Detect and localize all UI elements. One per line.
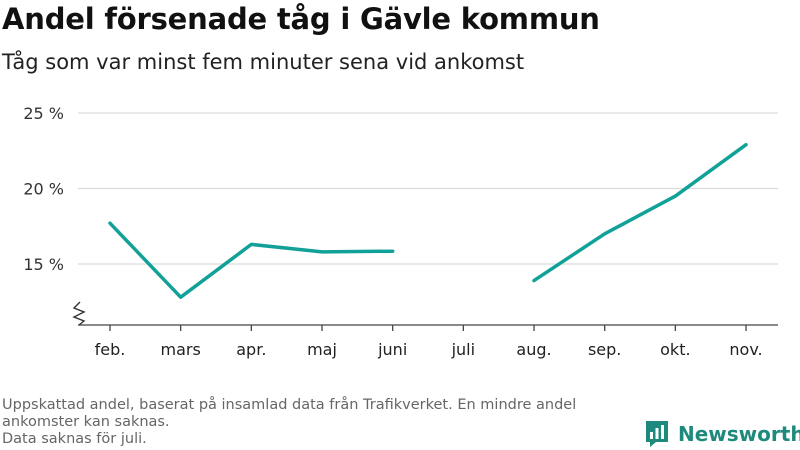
y-tick-labels: 15 % 20 % 25 % (23, 104, 64, 274)
newsworthy-logo-icon (646, 421, 668, 447)
x-tick-label: apr. (236, 340, 266, 359)
y-tick-label: 15 % (23, 255, 64, 274)
line-chart: 15 % 20 % 25 % feb. mars apr. maj juni juli aug.… (23, 104, 778, 359)
chart-subtitle: Tåg som var minst fem minuter sena vid a… (2, 50, 525, 74)
x-tick-label: aug. (516, 340, 551, 359)
x-tick-label: okt. (660, 340, 690, 359)
x-tick-label: mars (161, 340, 201, 359)
missing-data-note: Data saknas för juli. (2, 431, 147, 447)
y-tick-label: 20 % (23, 180, 64, 199)
series-lines (108, 142, 748, 299)
x-tick-label: nov. (729, 340, 762, 359)
brand: Newsworthy (644, 420, 800, 448)
y-axis-break-mark (72, 301, 86, 326)
grid-lines (78, 112, 778, 265)
x-tick-label: juli (451, 340, 475, 359)
footer-notes: Uppskattad andel, baserat på insamlad da… (2, 397, 642, 448)
x-tick-label: maj (307, 340, 337, 359)
source-note: Uppskattad andel, baserat på insamlad da… (2, 397, 577, 430)
brand-name: Newsworthy (678, 422, 800, 446)
y-tick-label: 25 % (23, 104, 64, 123)
x-tick-label: feb. (95, 340, 126, 359)
x-axis (72, 301, 778, 331)
x-tick-label: juni (377, 340, 407, 359)
series-line-segment (108, 221, 395, 299)
x-tick-label: sep. (588, 340, 621, 359)
series-line-segment (532, 142, 748, 283)
x-tick-labels: feb. mars apr. maj juni juli aug. sep. okt. nov. (95, 340, 763, 359)
chart-title: Andel försenade tåg i Gävle kommun (2, 2, 600, 36)
